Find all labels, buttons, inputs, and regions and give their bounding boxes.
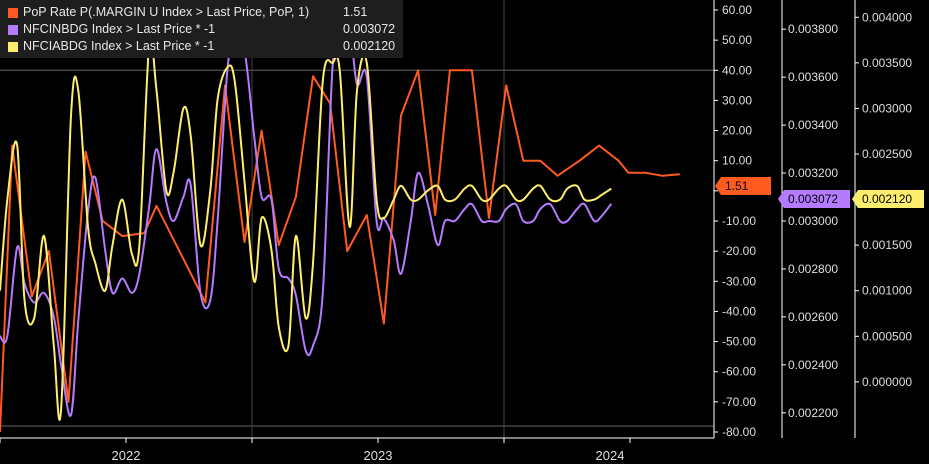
- left-tick-label: -20.00: [722, 244, 756, 258]
- left-tick-label: -10.00: [722, 214, 756, 228]
- middle-tick-label: 0.003800: [788, 22, 838, 36]
- left-tick-label: -70.00: [722, 395, 756, 409]
- last-value-tag-middle-bg: [778, 190, 850, 208]
- legend-label: NFCIABDG Index > Last Price * -1: [23, 39, 215, 53]
- right-tick-label: 0.003500: [862, 56, 912, 70]
- last-value-tag-middle: 0.003072: [788, 192, 838, 206]
- x-tick-label: 2024: [596, 448, 625, 463]
- legend-swatch-orange: [8, 7, 18, 18]
- middle-tick-label: 0.002600: [788, 310, 838, 324]
- legend-label: NFCINBDG Index > Last Price * -1: [23, 22, 216, 36]
- last-value-tag-right-bg: [852, 190, 924, 208]
- legend-swatch-yellow: [8, 41, 18, 52]
- x-tick-label: 2022: [112, 448, 141, 463]
- legend-label: PoP Rate P(.MARGIN U Index > Last Price,…: [23, 5, 310, 19]
- series-line-nfcinbdg: [0, 27, 613, 417]
- legend-row-margin: PoP Rate P(.MARGIN U Index > Last Price,…: [8, 4, 395, 21]
- series-line-margin-pop: [0, 69, 680, 433]
- legend: PoP Rate P(.MARGIN U Index > Last Price,…: [0, 0, 404, 58]
- middle-tick-label: 0.003600: [788, 70, 838, 84]
- middle-tick-label: 0.002200: [788, 406, 838, 420]
- left-tick-label: -30.00: [722, 274, 756, 288]
- middle-tick-label: 0.002800: [788, 262, 838, 276]
- left-tick-label: -40.00: [722, 304, 756, 318]
- middle-tick-label: 0.003000: [788, 214, 838, 228]
- legend-swatch-purple: [8, 24, 18, 35]
- legend-value: 0.003072: [343, 22, 396, 36]
- left-tick-label: 10.00: [722, 154, 752, 168]
- last-value-tag-right: 0.002120: [862, 192, 912, 206]
- right-tick-label: 0.003000: [862, 101, 912, 115]
- middle-tick-label: 0.003400: [788, 118, 838, 132]
- right-tick-label: 0.001500: [862, 238, 912, 252]
- right-tick-label: 0.002500: [862, 147, 912, 161]
- left-tick-label: -50.00: [722, 335, 756, 349]
- left-tick-label: 20.00: [722, 124, 752, 138]
- left-tick-label: 40.00: [722, 63, 752, 77]
- left-tick-label: 60.00: [722, 3, 752, 17]
- last-value-tag-left: 1.51: [725, 179, 749, 193]
- right-tick-label: 0.004000: [862, 10, 912, 24]
- right-tick-label: 0.000000: [862, 375, 912, 389]
- legend-row-nfcinbdg: NFCINBDG Index > Last Price * -1 0.00307…: [8, 21, 395, 38]
- left-tick-label: 30.00: [722, 93, 752, 107]
- legend-value: 1.51: [343, 5, 368, 19]
- middle-tick-label: 0.003200: [788, 166, 838, 180]
- x-tick-label: 2023: [364, 448, 393, 463]
- left-tick-label: 50.00: [722, 33, 752, 47]
- series-line-nfciabdg: [0, 36, 612, 421]
- right-tick-label: 0.000500: [862, 329, 912, 343]
- legend-value: 0.002120: [343, 39, 396, 53]
- middle-tick-label: 0.002400: [788, 358, 838, 372]
- right-tick-label: 0.001000: [862, 284, 912, 298]
- legend-row-nfciabdg: NFCIABDG Index > Last Price * -1 0.00212…: [8, 38, 395, 55]
- left-tick-label: -60.00: [722, 365, 756, 379]
- left-tick-label: -80.00: [722, 425, 756, 439]
- last-value-tag-left-bg: [715, 177, 771, 195]
